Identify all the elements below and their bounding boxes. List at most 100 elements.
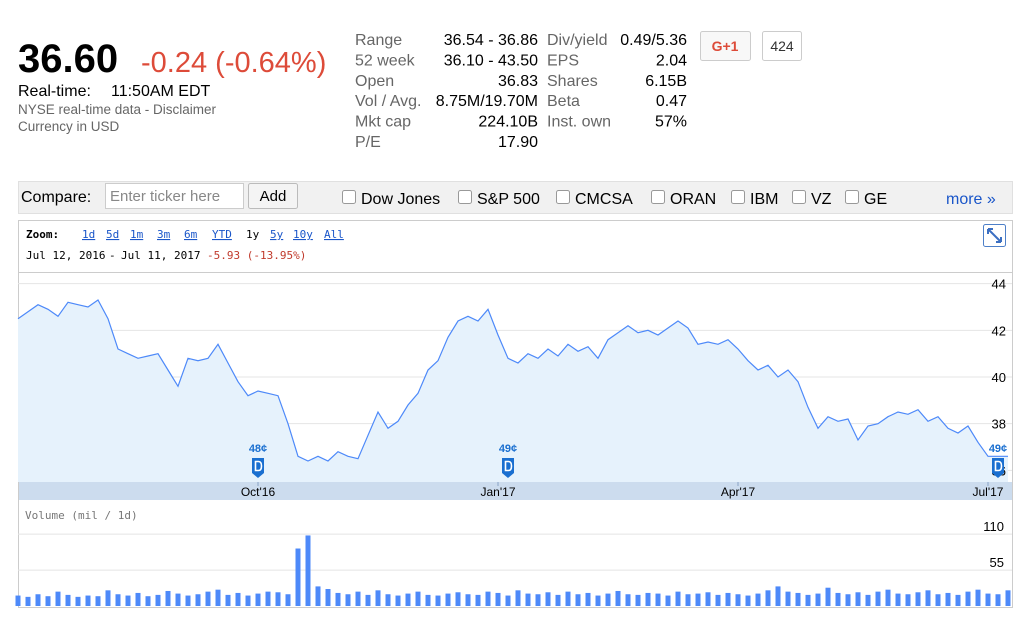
volume-bar (845, 594, 851, 606)
compare-option[interactable]: GE (864, 191, 887, 208)
volume-bar (455, 592, 461, 606)
volume-bar (225, 594, 231, 606)
more-link[interactable]: more » (946, 191, 996, 208)
compare-option[interactable]: Dow Jones (361, 191, 440, 208)
volume-bar (605, 593, 611, 606)
dividend-flag-glyph[interactable] (994, 460, 1003, 472)
volume-bar (955, 594, 961, 606)
volume-bar (855, 592, 861, 606)
zoom-option[interactable]: 3m (157, 228, 171, 241)
volume-bar (575, 594, 581, 606)
volume-bar (775, 586, 781, 606)
range-sep: - (109, 249, 116, 262)
volume-bar (655, 593, 661, 606)
volume-bar (685, 594, 691, 606)
ticker-placeholder[interactable]: Enter ticker here (110, 188, 220, 205)
volume-bar (945, 592, 951, 606)
ticker-input[interactable] (105, 183, 244, 209)
dividend-flag-glyph[interactable] (254, 460, 263, 472)
volume-bar (195, 594, 201, 606)
volume-bar (735, 594, 741, 606)
x-axis-band (19, 482, 1012, 500)
volume-bar (975, 589, 981, 606)
zoom-option[interactable]: 10y (293, 228, 313, 241)
stat-label: 52 week (355, 52, 416, 69)
volume-bar (645, 592, 651, 606)
volume-bar (215, 589, 221, 606)
volume-bar (755, 593, 761, 606)
volume-bar (995, 594, 1001, 606)
y-tick-label: 42 (992, 323, 1006, 338)
gplus-label[interactable]: G+1 (712, 38, 739, 54)
volume-bar (875, 591, 881, 606)
volume-bar (785, 591, 791, 606)
compare-option[interactable]: S&P 500 (477, 191, 540, 208)
y-tick-label: 40 (992, 370, 1006, 385)
gplus-count-box (762, 31, 802, 61)
compare-checkbox[interactable] (731, 190, 745, 204)
compare-checkbox[interactable] (342, 190, 356, 204)
volume-bar (235, 592, 241, 606)
volume-bar (985, 593, 991, 606)
price-change: -0.24 (-0.64%) (141, 47, 326, 79)
zoom-option[interactable]: All (324, 228, 344, 241)
volume-bar (15, 595, 21, 606)
gplus-button[interactable] (700, 31, 751, 61)
volume-bar (725, 592, 731, 606)
volume-bar (535, 594, 541, 606)
volume-bar (915, 592, 921, 606)
volume-bar (435, 595, 441, 606)
dividend-flag-glyph[interactable] (504, 460, 513, 472)
volume-bar (895, 593, 901, 606)
x-tick-label: Oct'16 (241, 485, 276, 499)
zoom-option[interactable]: YTD (212, 228, 232, 241)
stat-value: 36.10 - 43.50 (444, 52, 538, 69)
compare-option[interactable]: IBM (750, 191, 778, 208)
volume-bar (965, 591, 971, 606)
zoom-option[interactable]: 5d (106, 228, 119, 241)
compare-checkbox[interactable] (458, 190, 472, 204)
stat-label: P/E (355, 134, 381, 151)
realtime-label: Real-time: (18, 83, 91, 100)
stat-label: Shares (547, 73, 598, 90)
volume-bar (595, 595, 601, 606)
compare-option[interactable]: VZ (811, 191, 832, 208)
zoom-option: 1y (246, 228, 260, 241)
zoom-option[interactable]: 6m (184, 228, 198, 241)
compare-checkbox[interactable] (845, 190, 859, 204)
volume-bar (795, 592, 801, 606)
compare-checkbox[interactable] (792, 190, 806, 204)
compare-option[interactable]: CMCSA (575, 191, 633, 208)
compare-option[interactable]: ORAN (670, 191, 716, 208)
volume-bar (525, 593, 531, 606)
volume-bar (835, 592, 841, 606)
volume-bar (505, 595, 511, 606)
add-button-label[interactable]: Add (260, 188, 287, 205)
volume-bar (445, 593, 451, 606)
stat-value: 36.54 - 36.86 (444, 32, 538, 49)
zoom-label: Zoom: (26, 228, 59, 241)
zoom-option[interactable]: 5y (270, 228, 284, 241)
zoom-option[interactable]: 1d (82, 228, 95, 241)
compare-checkbox[interactable] (651, 190, 665, 204)
price-area (18, 300, 1008, 482)
volume-bar (865, 594, 871, 606)
y-tick-label: 38 (992, 417, 1006, 432)
dividend-label: 49¢ (989, 443, 1007, 455)
volume-bar (485, 591, 491, 606)
volume-bar (555, 594, 561, 606)
volume-bar (165, 590, 171, 606)
compare-checkbox[interactable] (556, 190, 570, 204)
zoom-option[interactable]: 1m (130, 228, 144, 241)
add-button[interactable] (248, 183, 298, 209)
volume-bar (705, 592, 711, 606)
gplus-count: 424 (770, 38, 794, 54)
stat-label: EPS (547, 52, 579, 69)
volume-bar (315, 586, 321, 606)
stat-value: 224.10B (478, 114, 538, 131)
volume-bar (925, 590, 931, 606)
volume-bar (135, 592, 141, 606)
volume-bar (345, 594, 351, 606)
expand-icon[interactable] (987, 228, 1002, 243)
y-tick-label: 110 (983, 519, 1004, 534)
